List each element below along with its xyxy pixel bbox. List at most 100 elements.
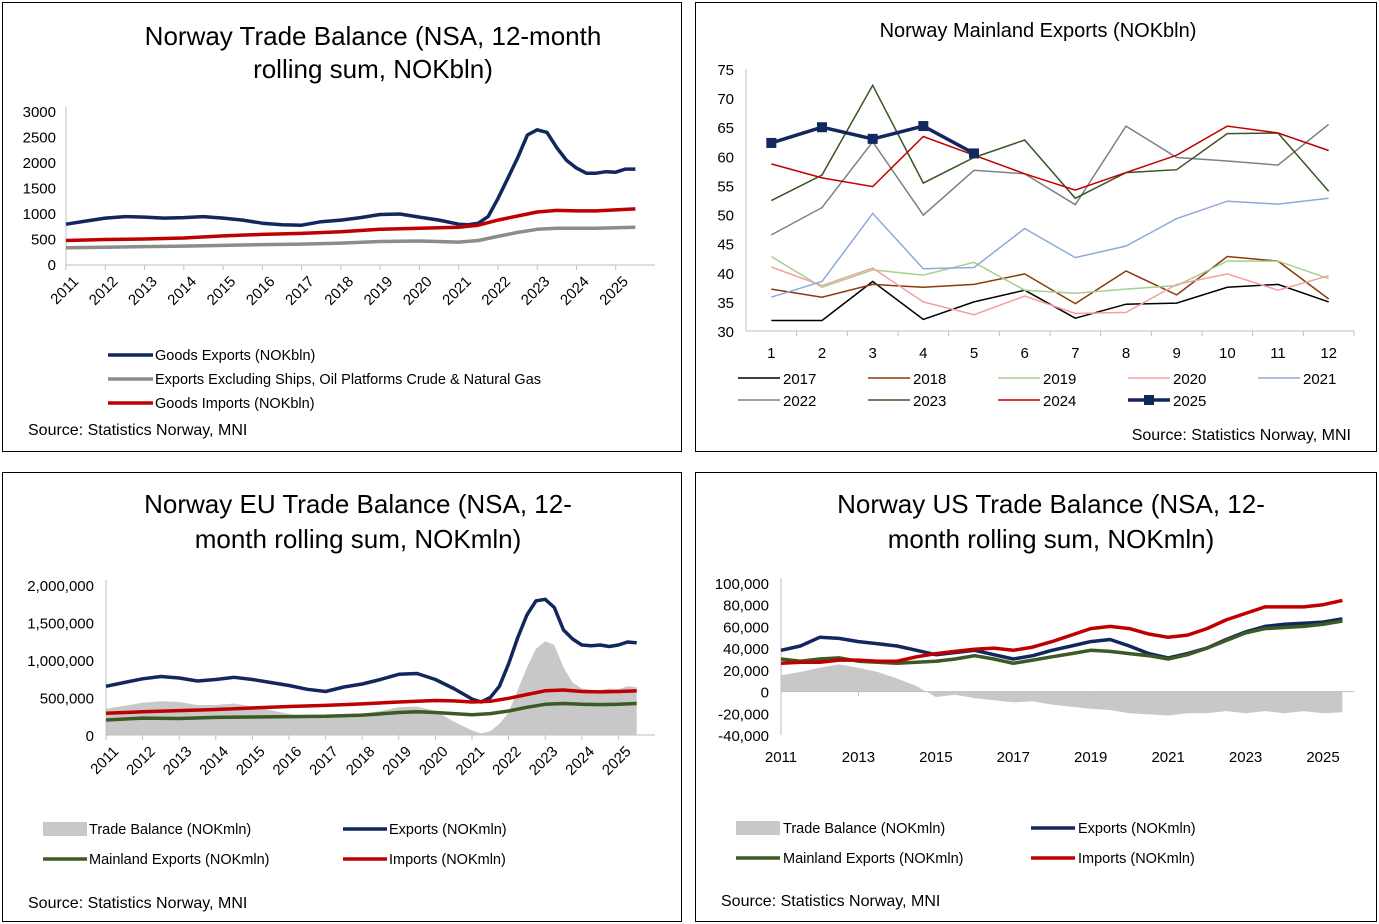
x-tick-label: 9 bbox=[1172, 345, 1180, 362]
series-line bbox=[771, 280, 1329, 322]
x-tick-label: 2021 bbox=[453, 743, 489, 779]
legend-label: 2020 bbox=[1173, 371, 1206, 388]
x-tick-label: 2018 bbox=[343, 743, 379, 779]
x-tick-label: 2011 bbox=[87, 743, 122, 778]
x-tick-label: 2020 bbox=[416, 743, 452, 779]
x-tick-label: 2012 bbox=[123, 743, 159, 779]
y-tick-label: 50 bbox=[717, 208, 734, 225]
x-tick-label: 2024 bbox=[557, 273, 593, 309]
y-tick-label: 40 bbox=[717, 266, 734, 283]
trade-balance-chart: Norway Trade Balance (NSA, 12-month roll… bbox=[23, 21, 655, 439]
x-tick-label: 2017 bbox=[282, 273, 318, 309]
legend-label: 2019 bbox=[1043, 371, 1076, 388]
y-tick-label: 45 bbox=[717, 237, 734, 254]
us-trade-balance-chart: Norway US Trade Balance (NSA, 12- month … bbox=[715, 489, 1354, 910]
eu-trade-balance-panel: Norway EU Trade Balance (NSA, 12- month … bbox=[2, 472, 682, 922]
y-tick-label: 35 bbox=[717, 295, 734, 312]
legend-label: 2023 bbox=[913, 393, 946, 410]
legend-label: Exports (NOKmln) bbox=[1078, 821, 1196, 837]
y-tick-label: 30 bbox=[717, 324, 734, 341]
x-tick-label: 2014 bbox=[164, 273, 200, 309]
legend-label: 2024 bbox=[1043, 393, 1076, 410]
series-marker bbox=[867, 133, 878, 144]
x-tick-label: 2023 bbox=[526, 743, 562, 779]
series-marker bbox=[766, 137, 777, 148]
x-tick-label: 2023 bbox=[1229, 749, 1262, 766]
y-tick-label: 1,000,000 bbox=[27, 653, 94, 670]
x-tick-label: 12 bbox=[1320, 345, 1337, 362]
y-tick-label: 55 bbox=[717, 178, 734, 195]
plot-area: 0 500 1000 1500 2000 2500 3000 2011 2012 2013 2014… bbox=[23, 104, 655, 309]
x-tick-label: 2018 bbox=[321, 273, 357, 309]
source-note: Source: Statistics Norway, MNI bbox=[28, 422, 247, 439]
legend-label: 2017 bbox=[783, 371, 816, 388]
legend: Trade Balance (NOKmln) Exports (NOKmln) Ma… bbox=[736, 821, 1196, 867]
x-tick-label: 11 bbox=[1270, 345, 1286, 362]
chart-title-line-2: rolling sum, NOKbln) bbox=[253, 54, 493, 84]
series-line bbox=[771, 255, 1330, 305]
series-marker bbox=[969, 148, 979, 159]
plot-area: -40,000 -20,000 0 20,000 40,000 60,000 80,000 1… bbox=[715, 576, 1354, 766]
x-tick-label: 2021 bbox=[439, 273, 475, 309]
x-tick-label: 2015 bbox=[204, 273, 240, 309]
series-area bbox=[781, 664, 1343, 716]
legend-label: Imports (NOKmln) bbox=[1078, 851, 1195, 867]
y-tick-label: 3000 bbox=[23, 104, 56, 121]
y-tick-label: 80,000 bbox=[723, 598, 769, 615]
legend-label: Exports Excluding Ships, Oil Platforms C… bbox=[155, 372, 541, 388]
x-tick-label: 2013 bbox=[842, 749, 875, 766]
mainland-exports-panel: Norway Mainland Exports (NOKbln) 30 35 40 4… bbox=[695, 2, 1377, 452]
series-line bbox=[771, 197, 1329, 298]
x-tick-label: 2011 bbox=[765, 749, 797, 766]
series-line bbox=[65, 207, 636, 243]
legend-label: Mainland Exports (NOKmln) bbox=[783, 851, 964, 867]
x-tick-label: 2022 bbox=[489, 743, 525, 779]
y-tick-label: 2000 bbox=[23, 155, 56, 172]
x-tick-label: 5 bbox=[970, 345, 978, 362]
eu-trade-balance-chart: Norway EU Trade Balance (NSA, 12- month … bbox=[27, 489, 655, 912]
x-tick-label: 2024 bbox=[562, 743, 598, 779]
y-tick-label: -40,000 bbox=[718, 728, 769, 745]
y-tick-label: 0 bbox=[48, 257, 56, 274]
series-line bbox=[65, 128, 636, 227]
x-tick-label: 2025 bbox=[596, 273, 632, 309]
x-tick-label: 2019 bbox=[379, 743, 415, 779]
y-tick-label: 2,000,000 bbox=[27, 578, 94, 595]
y-tick-label: 2500 bbox=[23, 130, 56, 147]
y-tick-label: 1000 bbox=[23, 206, 56, 223]
series-line bbox=[771, 266, 1329, 316]
chart-title-line-2: month rolling sum, NOKmln) bbox=[195, 524, 522, 554]
legend-label: Exports (NOKmln) bbox=[389, 822, 507, 838]
series-line bbox=[65, 225, 636, 250]
x-tick-label: 1 bbox=[767, 345, 775, 362]
legend-label: Imports (NOKmln) bbox=[389, 852, 506, 868]
series-line bbox=[770, 83, 1330, 202]
y-tick-label: 0 bbox=[761, 685, 769, 702]
series-marker bbox=[817, 122, 827, 133]
x-tick-label: 2016 bbox=[270, 743, 306, 779]
x-tick-label: 2020 bbox=[400, 273, 436, 309]
y-tick-label: 20,000 bbox=[723, 663, 769, 680]
x-tick-label: 4 bbox=[919, 345, 927, 362]
x-tick-label: 2011 bbox=[47, 273, 82, 308]
source-note: Source: Statistics Norway, MNI bbox=[28, 895, 247, 912]
legend-label: Goods Imports (NOKbln) bbox=[155, 396, 315, 412]
source-note: Source: Statistics Norway, MNI bbox=[1132, 427, 1351, 444]
x-tick-label: 10 bbox=[1219, 345, 1236, 362]
series-line bbox=[780, 598, 1343, 666]
trade-balance-panel: Norway Trade Balance (NSA, 12-month roll… bbox=[2, 2, 682, 452]
legend-swatch bbox=[736, 821, 780, 835]
source-note: Source: Statistics Norway, MNI bbox=[721, 893, 940, 910]
chart-title-line-1: Norway Trade Balance (NSA, 12-month bbox=[145, 21, 602, 51]
legend-label: 2021 bbox=[1303, 371, 1336, 388]
x-tick-label: 2023 bbox=[518, 273, 554, 309]
x-tick-label: 3 bbox=[868, 345, 876, 362]
x-tick-label: 8 bbox=[1122, 345, 1130, 362]
legend-label: Trade Balance (NOKmln) bbox=[783, 821, 945, 837]
legend-label: 2018 bbox=[913, 371, 946, 388]
x-tick-label: 2012 bbox=[86, 273, 122, 309]
y-tick-label: 70 bbox=[717, 91, 734, 108]
y-tick-label: 75 bbox=[717, 62, 734, 79]
